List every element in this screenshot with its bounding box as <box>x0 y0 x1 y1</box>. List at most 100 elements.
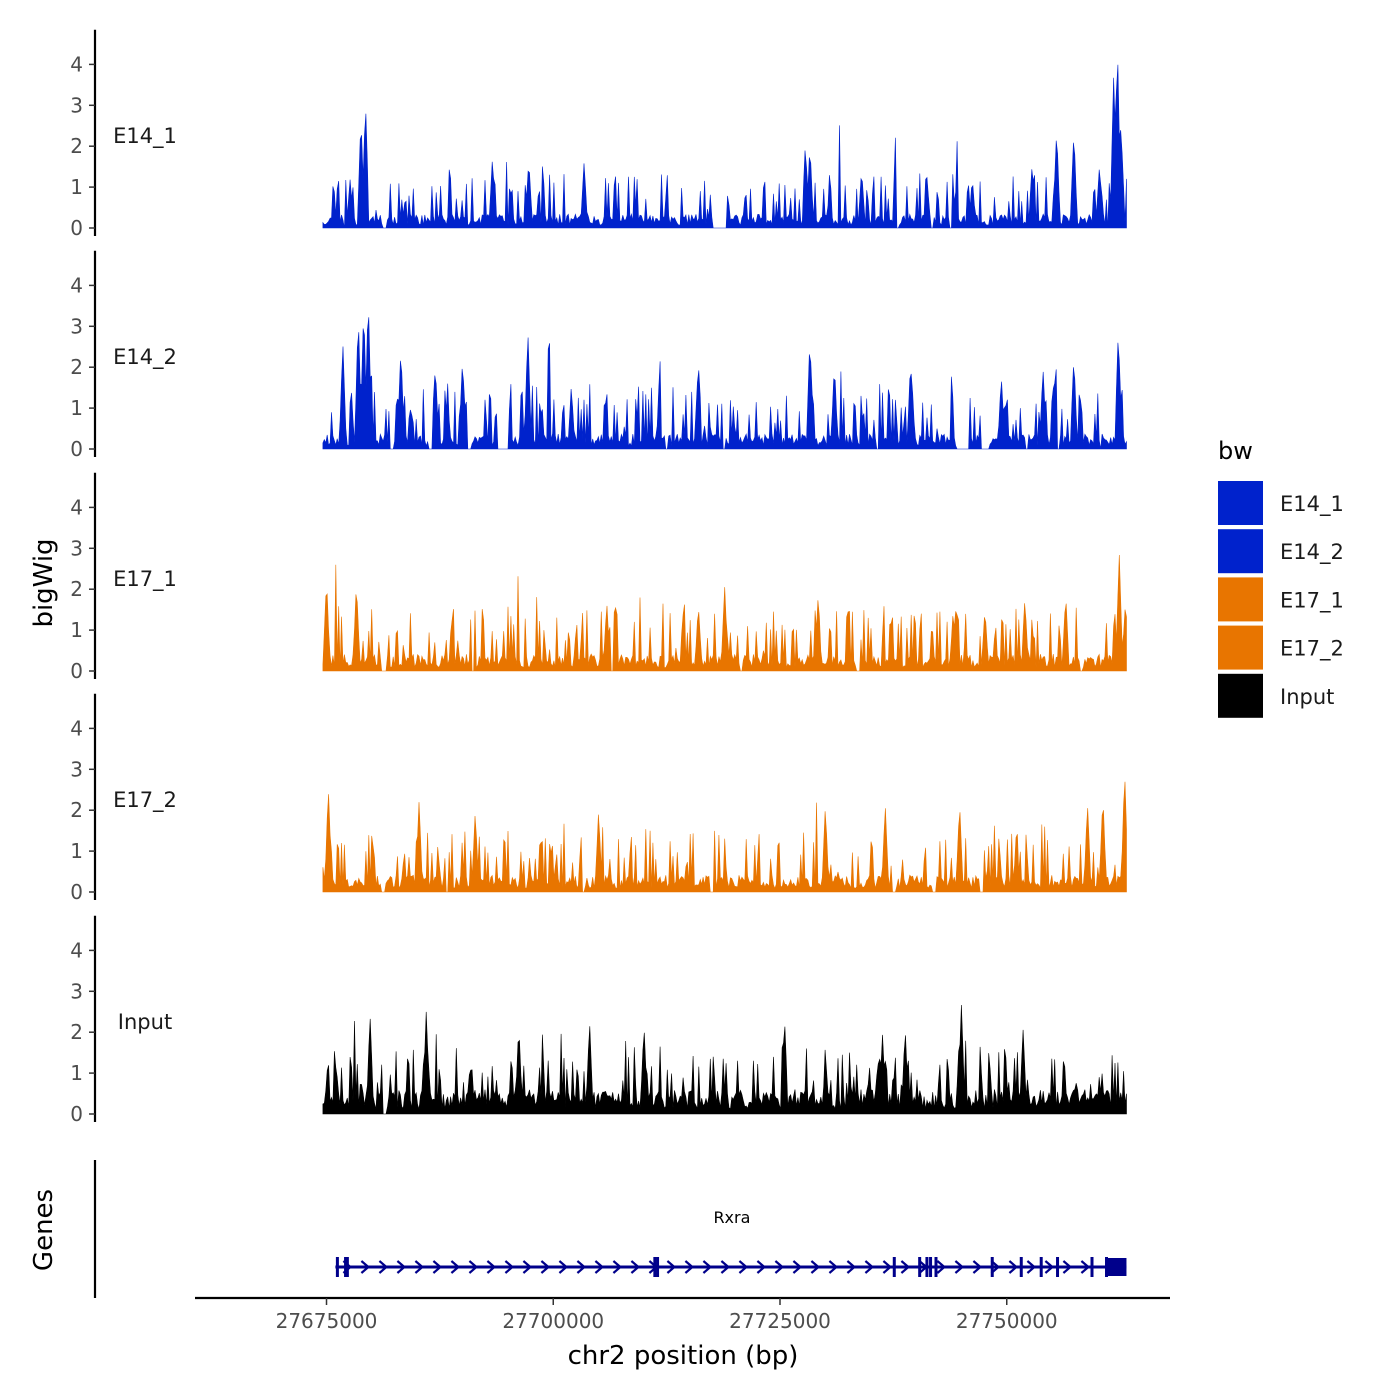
strand-arrow <box>756 1260 767 1274</box>
exon-mark <box>335 1257 339 1277</box>
exon-mark <box>1019 1257 1023 1277</box>
legend-entry-label: E14_2 <box>1280 540 1344 565</box>
x-tick-label: 27700000 <box>502 1309 604 1333</box>
strand-arrow <box>900 1260 911 1274</box>
exon-mark <box>1056 1257 1060 1277</box>
strand-arrow <box>792 1260 803 1274</box>
track-label: Input <box>118 1010 172 1034</box>
exon-mark <box>934 1257 938 1277</box>
exon-mark <box>918 1257 922 1277</box>
y-tick-label: 3 <box>70 314 83 338</box>
y-tick-label: 1 <box>70 1061 83 1085</box>
track-e14-2: 0 1 2 3 4 E14_2 <box>70 250 1127 461</box>
strand-arrow <box>1044 1260 1055 1274</box>
y-tick-label: 3 <box>70 536 83 560</box>
terminal-exon-block <box>1105 1258 1127 1276</box>
track-label: E17_2 <box>113 788 177 813</box>
strand-arrow <box>720 1260 731 1274</box>
exon-mark <box>1090 1257 1094 1277</box>
strand-arrow <box>396 1260 407 1274</box>
exon-mark <box>925 1257 929 1277</box>
signal-area-e17-2 <box>322 781 1127 893</box>
track-e14-1: 0 1 2 3 4 E14_1 <box>70 29 1127 240</box>
track-e17-1: 0 1 2 3 4 E17_1 <box>70 472 1127 683</box>
strand-arrow <box>414 1260 425 1274</box>
y-tick-label: 1 <box>70 396 83 420</box>
gene-name-label: Rxra <box>713 1208 750 1227</box>
strand-arrow <box>594 1260 605 1274</box>
y-tick-label: 1 <box>70 175 83 199</box>
exon-mark <box>345 1257 349 1277</box>
strand-arrow <box>540 1260 551 1274</box>
signal-area-input <box>322 1004 1127 1115</box>
strand-arrow <box>576 1260 587 1274</box>
y-tick-label: 2 <box>70 1020 83 1044</box>
strand-arrow <box>774 1260 785 1274</box>
x-axis-title: chr2 position (bp) <box>568 1341 799 1371</box>
legend-title: bw <box>1218 437 1253 465</box>
y-tick-label: 1 <box>70 618 83 642</box>
strand-arrow <box>630 1260 641 1274</box>
legend-swatch <box>1218 577 1263 622</box>
exon-mark <box>892 1257 896 1277</box>
strand-arrow <box>468 1260 479 1274</box>
strand-arrow <box>702 1260 713 1274</box>
y-tick-label: 1 <box>70 839 83 863</box>
signal-area-e14-1 <box>322 64 1127 229</box>
strand-arrow <box>864 1260 875 1274</box>
exon-mark <box>929 1257 933 1277</box>
strand-arrow <box>684 1260 695 1274</box>
exon-mark <box>344 1257 348 1277</box>
legend-swatch <box>1218 529 1263 574</box>
strand-arrow <box>882 1260 893 1274</box>
track-e17-2: 0 1 2 3 4 E17_2 <box>70 693 1127 904</box>
y-tick-label: 0 <box>70 659 83 683</box>
legend-swatch <box>1218 481 1263 525</box>
legend-swatch <box>1218 625 1263 670</box>
tracks-group: 0 1 2 3 4 E14_1 0 1 2 3 4 E14_2 0 1 2 3 4 E17_1 0 1 2 3 4 E17_2… <box>70 29 1127 1126</box>
strand-arrow <box>1062 1260 1073 1274</box>
y-tick-label: 2 <box>70 134 83 158</box>
y-tick-label: 0 <box>70 880 83 904</box>
y-tick-label: 4 <box>70 52 83 76</box>
strand-arrow <box>954 1260 965 1274</box>
y-tick-label: 0 <box>70 437 83 461</box>
signal-area-e17-1 <box>322 554 1127 672</box>
legend-entry-label: Input <box>1280 685 1334 709</box>
strand-arrow <box>558 1260 569 1274</box>
y-tick-label: 2 <box>70 355 83 379</box>
strand-arrow <box>432 1260 443 1274</box>
strand-arrow <box>1026 1260 1037 1274</box>
legend-entry-label: E17_2 <box>1280 637 1344 662</box>
strand-arrow <box>504 1260 515 1274</box>
signal-area-e14-2 <box>322 317 1127 450</box>
y-tick-label: 4 <box>70 716 83 740</box>
track-label: E14_2 <box>113 345 177 370</box>
strand-arrow <box>1008 1260 1019 1274</box>
y-tick-label: 3 <box>70 979 83 1003</box>
strand-arrow <box>936 1260 947 1274</box>
strand-arrow <box>666 1260 677 1274</box>
strand-arrow <box>612 1260 623 1274</box>
strand-arrow <box>378 1260 389 1274</box>
y-tick-label: 4 <box>70 273 83 297</box>
strand-arrow <box>972 1260 983 1274</box>
exon-mark <box>656 1257 660 1277</box>
strand-arrow <box>522 1260 533 1274</box>
y-tick-label: 0 <box>70 1102 83 1126</box>
y-tick-label: 3 <box>70 757 83 781</box>
y-axis-title: bigWig <box>29 538 59 627</box>
y-tick-label: 3 <box>70 93 83 117</box>
legend: bw E14_1 E14_2 E17_1 E17_2 Input <box>1218 437 1344 718</box>
x-tick-label: 27750000 <box>956 1309 1058 1333</box>
track-input: 0 1 2 3 4 Input <box>70 915 1127 1126</box>
y-tick-label: 4 <box>70 938 83 962</box>
strand-arrow <box>450 1260 461 1274</box>
strand-arrow <box>846 1260 857 1274</box>
legend-entry-label: E17_1 <box>1280 588 1344 613</box>
y-tick-label: 0 <box>70 216 83 240</box>
track-label: E17_1 <box>113 567 177 592</box>
exon-mark <box>1039 1257 1043 1277</box>
legend-entry-label: E14_1 <box>1280 492 1344 517</box>
